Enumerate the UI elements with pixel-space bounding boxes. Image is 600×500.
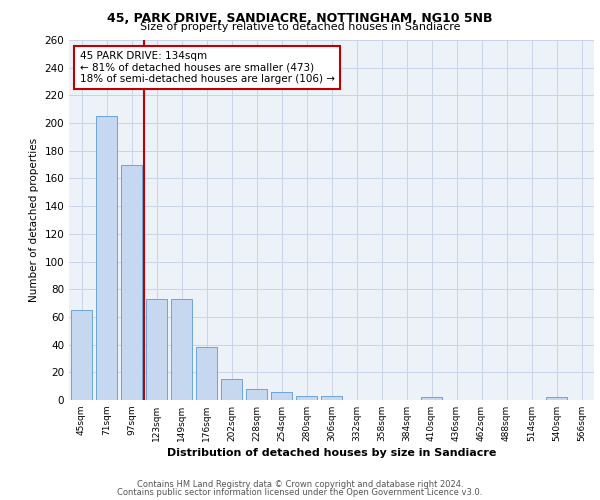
Text: Contains HM Land Registry data © Crown copyright and database right 2024.: Contains HM Land Registry data © Crown c… <box>137 480 463 489</box>
Bar <box>71 310 92 400</box>
Bar <box>171 299 192 400</box>
X-axis label: Distribution of detached houses by size in Sandiacre: Distribution of detached houses by size … <box>167 448 496 458</box>
Bar <box>271 392 292 400</box>
Text: 45 PARK DRIVE: 134sqm
← 81% of detached houses are smaller (473)
18% of semi-det: 45 PARK DRIVE: 134sqm ← 81% of detached … <box>79 51 335 84</box>
Bar <box>296 396 317 400</box>
Bar <box>146 299 167 400</box>
Text: Contains public sector information licensed under the Open Government Licence v3: Contains public sector information licen… <box>118 488 482 497</box>
Text: Size of property relative to detached houses in Sandiacre: Size of property relative to detached ho… <box>140 22 460 32</box>
Bar <box>196 348 217 400</box>
Y-axis label: Number of detached properties: Number of detached properties <box>29 138 39 302</box>
Bar <box>96 116 117 400</box>
Bar <box>246 389 267 400</box>
Bar <box>121 164 142 400</box>
Bar <box>221 379 242 400</box>
Bar <box>321 396 342 400</box>
Bar <box>546 397 567 400</box>
Bar <box>421 397 442 400</box>
Text: 45, PARK DRIVE, SANDIACRE, NOTTINGHAM, NG10 5NB: 45, PARK DRIVE, SANDIACRE, NOTTINGHAM, N… <box>107 12 493 26</box>
